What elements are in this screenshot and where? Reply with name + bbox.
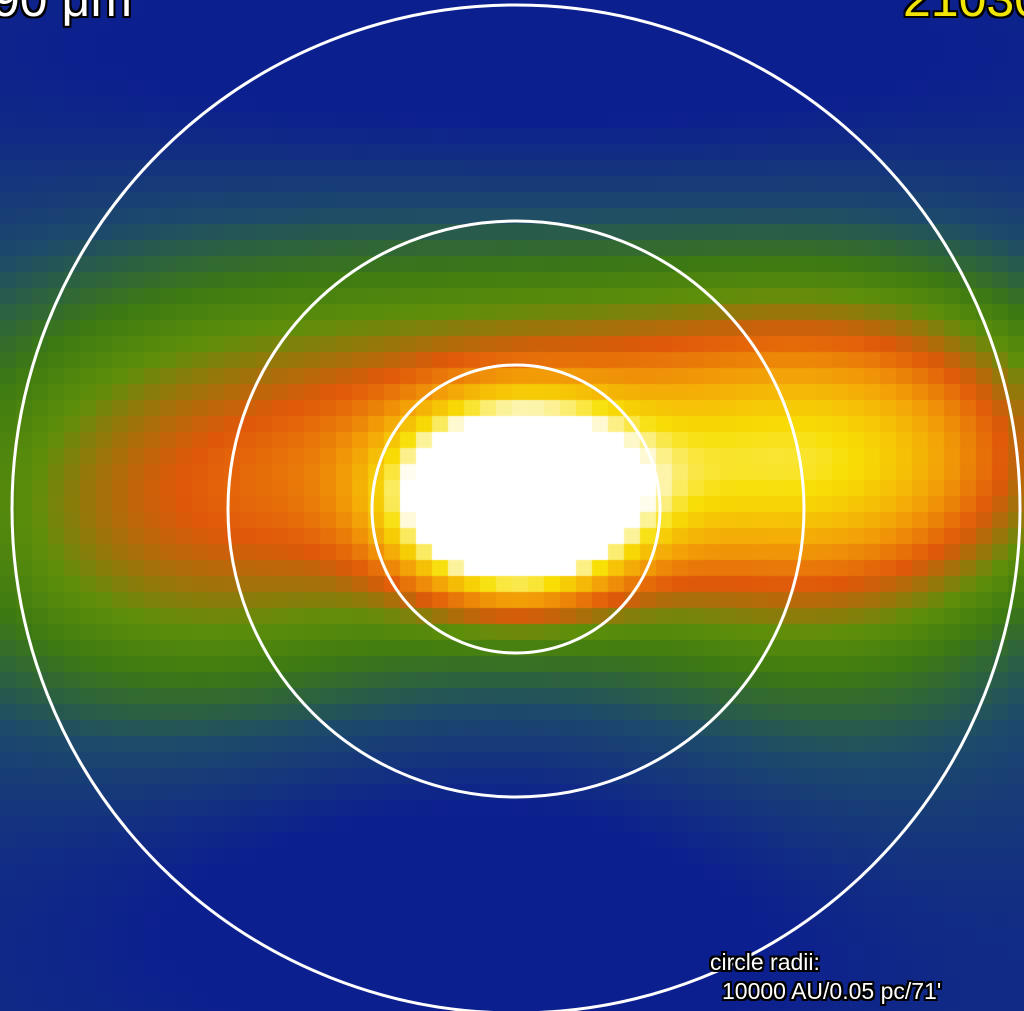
legend-values: 10000 AU/0.05 pc/71' bbox=[722, 978, 942, 1004]
circle-radii-legend: circle radii: 10000 AU/0.05 pc/71' bbox=[710, 948, 941, 1006]
legend-title: circle radii: bbox=[710, 949, 820, 975]
wavelength-label: 90 μm bbox=[0, 0, 132, 28]
source-name-label: 21030 bbox=[903, 0, 1024, 28]
